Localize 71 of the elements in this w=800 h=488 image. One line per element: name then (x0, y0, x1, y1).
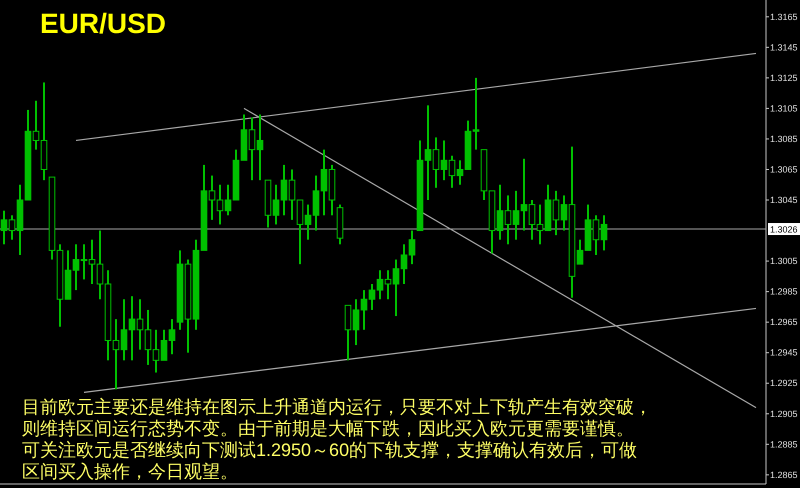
y-tick-label: 1.2885 (770, 439, 798, 450)
candlestick (392, 258, 400, 318)
candlestick (144, 308, 152, 366)
candlestick (576, 238, 584, 266)
candlestick (112, 318, 120, 390)
candlestick (136, 298, 144, 351)
candlestick (72, 243, 80, 292)
y-tick-label: 1.2985 (770, 286, 798, 297)
y-tick-label: 1.3145 (770, 42, 798, 52)
candlestick (512, 190, 520, 241)
candlestick (424, 104, 432, 202)
candlestick (384, 269, 392, 300)
ref-line-label: 1.3026 (770, 224, 798, 235)
candlestick (440, 139, 448, 182)
candlestick (224, 184, 232, 216)
candlestick (560, 194, 568, 232)
candlestick (0, 210, 8, 246)
y-tick-label: 1.2945 (770, 348, 798, 358)
candlestick (456, 159, 464, 186)
candlestick (128, 295, 136, 362)
candlestick (472, 76, 480, 151)
candlestick (408, 230, 416, 266)
candlestick (152, 328, 160, 374)
candlestick (272, 184, 280, 226)
y-tick-label: 1.3125 (770, 72, 798, 83)
y-tick-label: 1.3105 (770, 103, 798, 114)
candlestick (160, 328, 168, 362)
candlestick (592, 214, 600, 256)
annotation: 区间买入操作，今日观望。 (22, 462, 238, 482)
candlestick (168, 318, 176, 356)
y-tick-label: 1.3085 (770, 134, 798, 144)
y-tick-label: 1.3045 (770, 195, 798, 206)
candlestick (8, 214, 16, 241)
candlestick (304, 204, 312, 241)
annotation: 目前欧元主要还是维持在图示上升通道内运行，只要不对上下轨产生有效突破， (22, 397, 652, 417)
y-tick-label: 1.3005 (770, 256, 798, 266)
candlestick (368, 282, 376, 311)
candlestick (400, 243, 408, 285)
candlestick (256, 114, 264, 182)
candlestick (496, 184, 504, 241)
y-tick-label: 1.2925 (770, 378, 798, 388)
y-tick-label: 1.3165 (770, 12, 798, 22)
candlestick (536, 204, 544, 246)
candlestick (88, 238, 96, 285)
candlestick (80, 243, 88, 280)
candlestick (520, 158, 528, 232)
y-tick-label: 1.3065 (770, 164, 798, 174)
candlestick (432, 136, 440, 189)
candlestick (208, 174, 216, 221)
candlestick (376, 269, 384, 300)
candlestick (280, 164, 288, 216)
candlestick (600, 214, 608, 252)
candlestick (448, 154, 456, 189)
candlestick (360, 289, 368, 331)
annotation: 则维持区间运行态势不变。由于前期是大幅下跌，因此买入欧元更需要谨慎。 (22, 418, 634, 438)
candlestick (96, 230, 104, 300)
annotation: 可关注欧元是否继续向下测试1.2950～60的下轨支撑，支撑确认有效后，可做 (22, 440, 638, 460)
y-tick-label: 1.2865 (770, 470, 798, 480)
candlestick (216, 184, 224, 226)
candlestick (352, 298, 360, 346)
chart-title: EUR/USD (40, 8, 166, 39)
candlestick (320, 148, 328, 216)
candlestick (552, 190, 560, 236)
candlestick (248, 116, 256, 182)
candlestick (288, 168, 296, 221)
candlestick (528, 199, 536, 241)
candlestick (504, 194, 512, 246)
y-tick-label: 1.2965 (770, 317, 798, 328)
candlestick (120, 298, 128, 362)
y-tick-label: 1.2905 (770, 408, 798, 419)
candlestick (32, 100, 40, 151)
